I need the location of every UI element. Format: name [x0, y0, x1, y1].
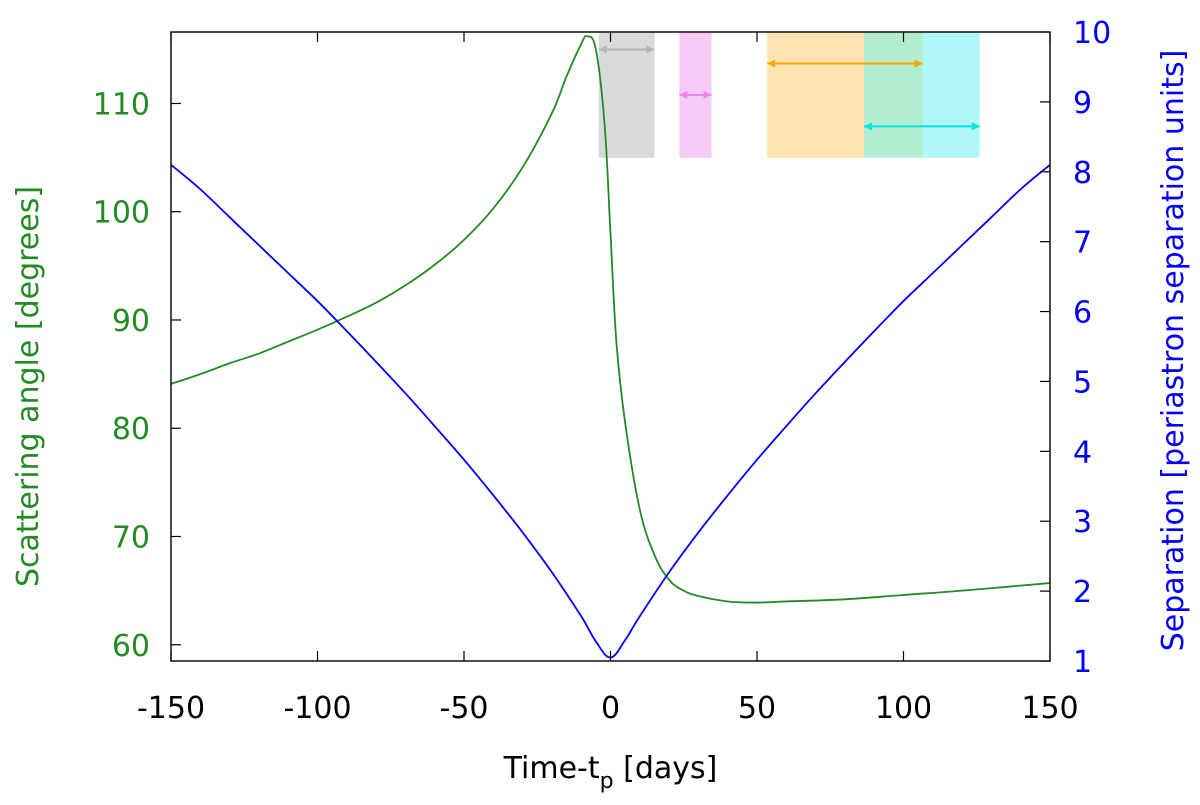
- y-left-tick-label: 70: [112, 520, 150, 555]
- x-axis-title: Time-tp [days]: [503, 751, 718, 794]
- x-tick-label: 150: [1021, 691, 1078, 726]
- y-left-tick-label: 100: [93, 196, 150, 231]
- highlight-bands: [598, 32, 980, 158]
- y-right-tick-label: 8: [1073, 156, 1092, 191]
- y-right-tick-label: 10: [1073, 16, 1111, 51]
- x-tick-label: 100: [875, 691, 932, 726]
- y-right-tick-label: 6: [1073, 296, 1092, 331]
- x-tick-label: -50: [440, 691, 489, 726]
- interval-arrow-2: [767, 59, 923, 68]
- y-left-tick-label: 60: [112, 629, 150, 664]
- highlight-band-0: [598, 32, 655, 158]
- y-right-tick-label: 9: [1073, 86, 1092, 121]
- axis-ticks: [170, 31, 1051, 662]
- scattering-angle-line: [170, 35, 1051, 604]
- y-right-tick-label: 5: [1073, 365, 1092, 400]
- x-tick-label: 50: [738, 691, 776, 726]
- y-right-tick-label: 1: [1073, 645, 1092, 680]
- y-left-axis-title: Scattering angle [degrees]: [11, 186, 46, 587]
- highlight-band-4: [922, 32, 980, 158]
- y-right-tick-label: 4: [1073, 435, 1092, 470]
- y-right-tick-label: 7: [1073, 226, 1092, 261]
- x-tick-label: -100: [283, 691, 351, 726]
- x-tick-label: -150: [137, 691, 205, 726]
- highlight-band-3: [863, 32, 923, 158]
- interval-arrow-1: [679, 90, 712, 99]
- y-right-axis-title: Separation [periastron separation units]: [1156, 50, 1191, 652]
- highlight-band-2: [767, 32, 864, 158]
- y-right-tick-label: 3: [1073, 505, 1092, 540]
- tick-labels: -150 -100 -50 0 50 100 150 60 70 80 90 100 110 1 2 3 4 5 6…: [93, 16, 1111, 726]
- y-right-tick-label: 2: [1073, 575, 1092, 610]
- y-left-tick-label: 110: [93, 87, 150, 122]
- interval-arrow-0: [598, 45, 655, 54]
- y-left-tick-label: 80: [112, 412, 150, 447]
- interval-arrows: [598, 45, 980, 131]
- y-left-tick-label: 90: [112, 304, 150, 339]
- interval-arrow-3: [863, 122, 980, 131]
- x-tick-label: 0: [601, 691, 620, 726]
